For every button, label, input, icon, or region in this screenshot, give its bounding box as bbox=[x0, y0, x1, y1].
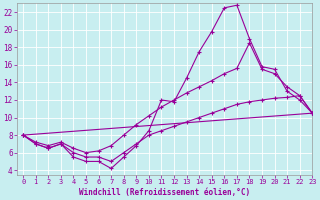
X-axis label: Windchill (Refroidissement éolien,°C): Windchill (Refroidissement éolien,°C) bbox=[79, 188, 250, 197]
